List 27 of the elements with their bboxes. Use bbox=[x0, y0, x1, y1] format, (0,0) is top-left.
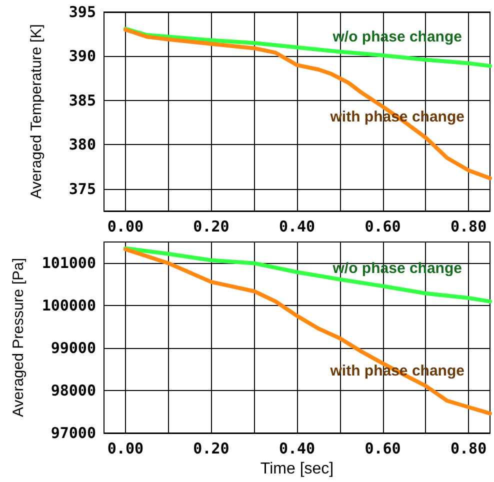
x-tick-label: 0.60 bbox=[364, 218, 401, 236]
y-tick-label: 99000 bbox=[50, 339, 96, 358]
y-axis-title: Averaged Pressure [Pa] bbox=[10, 258, 27, 417]
line-series bbox=[123, 28, 492, 180]
x-tick-label: 0.80 bbox=[450, 218, 487, 236]
x-tick-label: 0.00 bbox=[107, 218, 144, 236]
y-tick-label: 375 bbox=[68, 180, 96, 198]
y-tick-label: 97000 bbox=[50, 424, 96, 442]
y-tick-label: 101000 bbox=[42, 254, 96, 272]
x-tick-label: 0.80 bbox=[450, 440, 487, 458]
x-tick-label: 0.40 bbox=[278, 218, 316, 236]
x-tick-label: 0.60 bbox=[364, 440, 401, 458]
x-tick-label: 0.20 bbox=[193, 218, 230, 236]
line-series bbox=[123, 26, 492, 68]
x-tick-label: 0.40 bbox=[278, 440, 316, 458]
y-tick-label: 98000 bbox=[50, 382, 96, 400]
line-series bbox=[123, 246, 492, 304]
y-tick-label: 390 bbox=[68, 47, 96, 66]
x-tick-label: 0.00 bbox=[107, 440, 144, 458]
x-axis-title: Time [sec] bbox=[260, 460, 334, 478]
line-series bbox=[123, 247, 492, 416]
y-tick-label: 395 bbox=[68, 3, 96, 21]
x-tick-label: 0.20 bbox=[193, 440, 230, 458]
y-tick-label: 385 bbox=[68, 91, 96, 110]
y-tick-label: 380 bbox=[68, 136, 96, 154]
y-tick-label: 100000 bbox=[42, 296, 96, 315]
y-axis-title: Averaged Temperature [K] bbox=[28, 24, 45, 199]
